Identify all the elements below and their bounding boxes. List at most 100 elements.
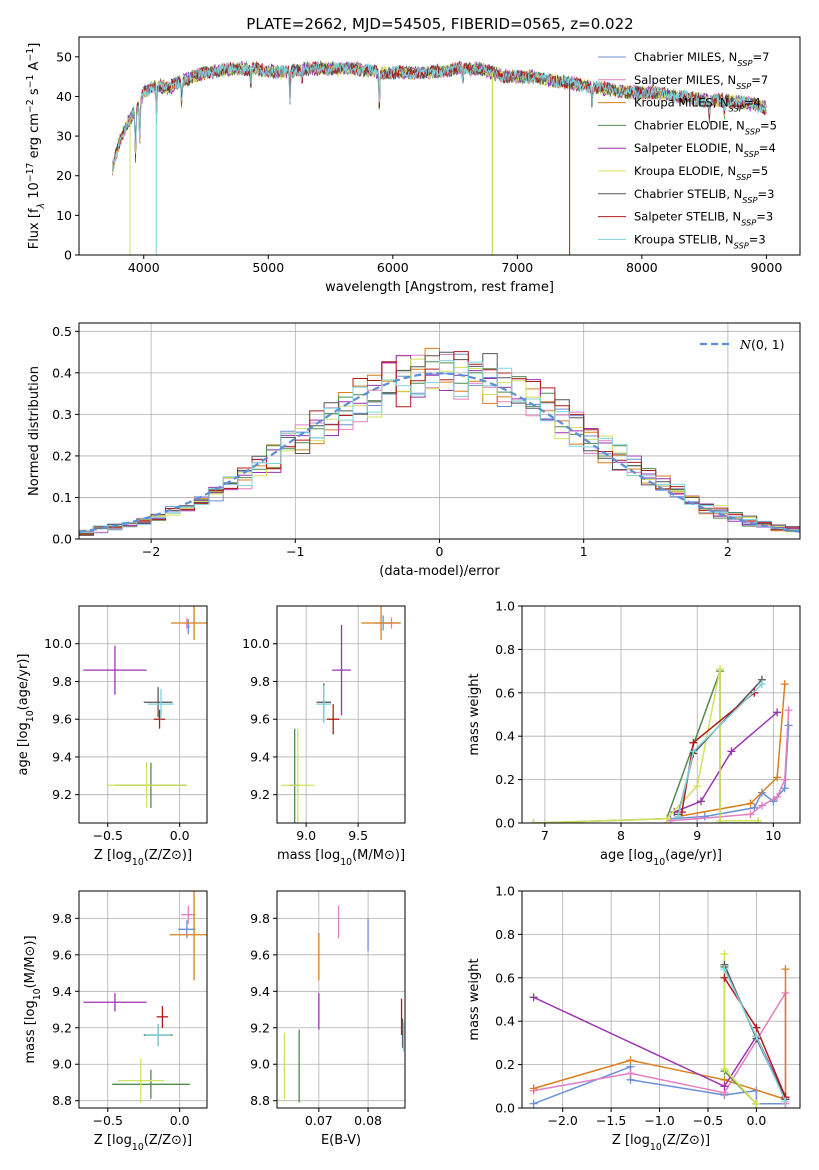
axes-frame [78,605,208,824]
weight-vs-z-axes: −2.0 −1.5 −1.0 −0.5 0.0 0.0 0.2 0.4 0.6 0.8 1.0 Z [… [467,884,801,1153]
errorbar-kroupa-stelib [145,1024,172,1046]
mass-vs-ebv-axes: 0.07 0.08 8.8 9.0 9.2 9.4 9.6 9.8 E(B-V) [250,890,406,1148]
axes-frame [276,605,406,824]
y-tick-label: 9.0 [250,1057,270,1072]
x-tick-label: 9.0 [296,828,316,843]
y-axis-label: Flux [fλ 10−17 erg cm−2 s−1 A−1] [25,43,47,250]
weight-marker [752,1032,761,1041]
y-axis-label: mass [log10​(M/M⊙)] [23,935,43,1063]
weight-marker [720,965,729,974]
legend-label-chabrier-elodie: Chabrier ELODIE, NSSP=5 [634,118,777,136]
x-tick-label: 7000 [501,260,533,275]
y-tick-label: 0.8 [495,642,515,657]
weight-marker [716,816,725,823]
x-tick-label: 9000 [750,260,782,275]
plot-area [529,664,793,823]
x-tick-label: 0 [436,544,444,559]
axes-overlay: −2 −1 0 1 2 0.0 0.1 0.2 0.3 0.4 0.5 (data-model)/er… [27,322,801,579]
y-axis-label: mass weight [467,673,482,755]
y-tick-label: 9.6 [52,947,72,962]
weight-marker [781,965,790,974]
axes-overlay: 7 8 9 10 0.0 0.2 0.4 0.6 0.8 1.0 age [log10​(age/y… [467,599,801,868]
weight-marker [780,680,789,689]
weight-marker [757,680,766,689]
weight-series-kroupa-elodie [529,664,763,823]
y-tick-label: 0.4 [495,729,515,744]
y-tick-label: 9.8 [250,674,270,689]
x-tick-label: 5000 [252,260,284,275]
errorbar-salpeter-stelib [156,1005,169,1028]
weight-marker [693,814,702,823]
spectrum-line-salpeter-stelib [112,60,767,171]
x-tick-label: −0.5 [93,1113,123,1128]
weight-series-kroupa-elodie [720,949,761,1108]
y-tick-label: 9.2 [52,787,72,802]
y-tick-label: 0.0 [52,532,72,547]
weight-marker [780,775,789,784]
weight-marker [752,1099,761,1108]
weight-marker [773,792,782,801]
y-tick-label: 20 [56,168,72,183]
x-axis-label: age [log10​(age/yr)] [600,848,722,868]
x-tick-label: −1 [286,544,304,559]
y-tick-label: 0.0 [495,1101,515,1116]
histogram-kroupa-stelib [79,360,800,539]
x-axis-label: wavelength [Angstrom, rest frame] [325,280,554,295]
x-tick-label: 0.0 [746,1113,766,1128]
plot-area [83,606,207,808]
y-tick-label: 0 [64,248,72,263]
y-tick-label: 9.4 [250,749,270,764]
plot-area [281,606,401,823]
weight-marker [674,812,683,821]
weight-marker [780,784,789,793]
weight-line [723,967,757,1105]
errorbar-kroupa-elodie [117,1058,164,1103]
y-tick-label: 0.4 [495,1014,515,1029]
y-tick-label: 0.2 [495,1057,515,1072]
y-tick-label: 8.8 [250,1093,270,1108]
x-tick-label: −1.5 [596,1113,626,1128]
axes-overlay: 9.0 9.5 9.2 9.4 9.6 9.8 10.0 mass [log10​(M/M⊙)… [242,605,406,868]
errorbar-chabrier-miles [178,920,196,939]
weight-line [670,710,790,822]
plot-area [529,949,790,1108]
weight-marker [754,816,763,823]
x-tick-label: 8 [617,828,625,843]
x-tick-label: 6000 [377,260,409,275]
weight-series-chabrier-elodie [529,667,763,823]
weight-marker [626,1056,635,1065]
y-tick-label: 9.4 [52,749,72,764]
x-tick-label: 4000 [128,260,160,275]
weight-series-salpeter-elodie [670,708,782,817]
y-tick-label: 9.8 [52,911,72,926]
y-tick-label: 9.6 [52,712,72,727]
y-axis-label: mass weight [467,958,482,1040]
errorbar-chabrier-stelib [143,687,173,718]
x-axis-label: (data-model)/error [379,564,500,579]
y-tick-label: 9.6 [250,712,270,727]
y-tick-label: 9.4 [250,984,270,999]
errorbar-kroupa-stelib [148,689,174,720]
y-tick-label: 0.0 [495,816,515,831]
weight-marker [773,708,782,717]
y-tick-label: 9.2 [52,1020,72,1035]
weight-line [533,996,787,1098]
x-axis-label: Z [log10​(Z/Z⊙)] [94,1133,192,1153]
y-tick-label: 30 [56,129,72,144]
weight-marker [720,949,729,958]
x-tick-label: 0.0 [170,828,190,843]
weight-marker [689,747,698,756]
legend-label-salpeter-elodie: Salpeter ELODIE, NSSP=4 [634,141,776,159]
y-tick-label: 0.6 [495,970,515,985]
normal-curve [79,372,800,533]
weight-series-kroupa-stelib [720,965,790,1106]
weight-marker [746,810,755,819]
axes-frame [78,36,801,256]
x-tick-label: 9 [693,828,701,843]
weight-marker [689,738,698,747]
weight-line [677,684,786,818]
legend-label-kroupa-stelib: Kroupa STELIB, NSSP=3 [634,232,766,250]
weight-marker [529,819,538,823]
y-tick-label: 1.0 [495,884,515,899]
weight-marker [784,706,793,715]
